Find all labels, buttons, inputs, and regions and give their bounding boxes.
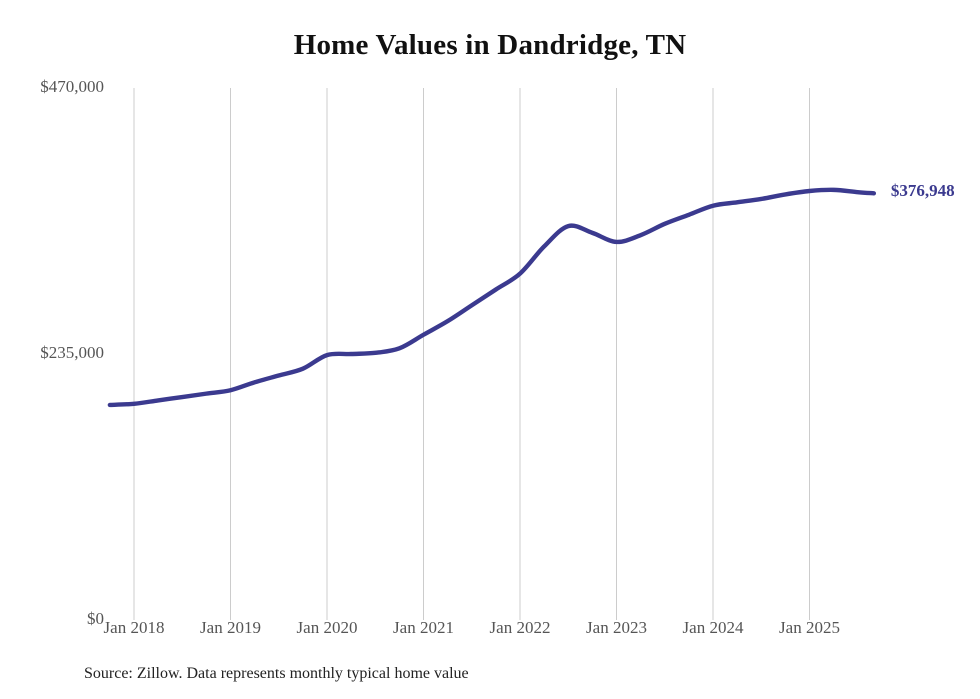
end-value-label: $376,948 bbox=[890, 181, 955, 201]
x-axis-tick-label: Jan 2020 bbox=[296, 618, 358, 637]
x-axis-tick-label: Jan 2024 bbox=[682, 618, 744, 637]
value-line-series bbox=[107, 187, 877, 408]
y-axis-tick-label: $235,000 bbox=[40, 343, 104, 362]
y-axis-tick-label: $0 bbox=[87, 609, 104, 628]
chart-title: Home Values in Dandridge, TN bbox=[293, 29, 687, 61]
x-axis-tick-label: Jan 2023 bbox=[586, 618, 647, 637]
source-note: Source: Zillow. Data represents monthly … bbox=[84, 665, 469, 682]
y-axis-tick-label: $470,000 bbox=[40, 77, 104, 96]
x-axis-tick-label: Jan 2022 bbox=[489, 618, 551, 637]
x-axis-tick-label: Jan 2025 bbox=[779, 618, 840, 637]
x-axis-tick-label: Jan 2019 bbox=[200, 618, 261, 637]
x-axis-tick-label: Jan 2021 bbox=[393, 618, 454, 637]
gridlines-group bbox=[133, 88, 810, 620]
x-axis-tick-label: Jan 2018 bbox=[103, 618, 165, 637]
